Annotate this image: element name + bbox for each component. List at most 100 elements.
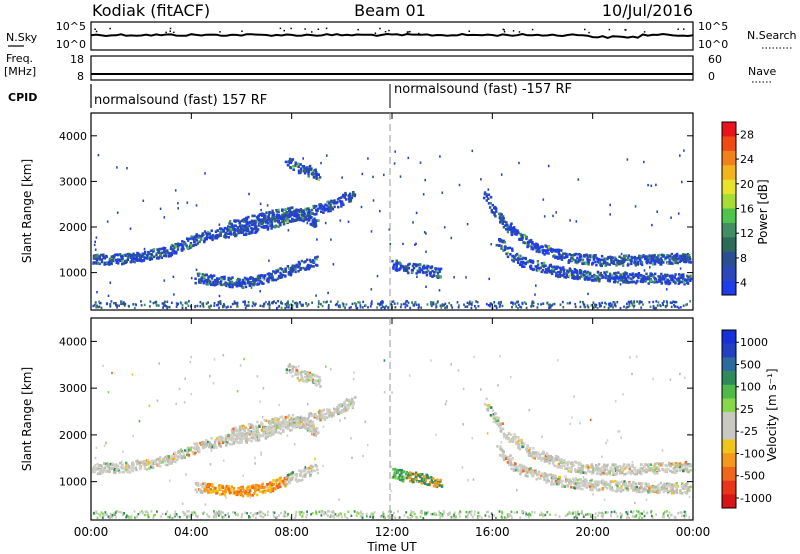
data-cell bbox=[139, 259, 142, 263]
data-cell bbox=[167, 455, 170, 458]
data-cell bbox=[181, 244, 184, 248]
clutter-cell bbox=[284, 306, 287, 310]
clutter-cell bbox=[120, 300, 123, 303]
data-cell bbox=[515, 233, 518, 236]
data-cell bbox=[288, 363, 291, 366]
data-cell bbox=[302, 370, 305, 374]
data-cell bbox=[230, 281, 233, 284]
data-cell bbox=[311, 414, 315, 418]
data-cell bbox=[535, 452, 539, 455]
data-cell bbox=[209, 282, 212, 285]
data-cell bbox=[129, 254, 132, 257]
clutter-cell bbox=[286, 301, 288, 305]
clutter-cell bbox=[531, 302, 533, 305]
clutter-cell bbox=[665, 300, 668, 303]
data-cell bbox=[432, 484, 436, 488]
data-cell bbox=[112, 256, 116, 259]
data-cell bbox=[666, 278, 669, 282]
clutter-cell bbox=[614, 305, 617, 308]
data-cell bbox=[131, 461, 134, 465]
data-cell bbox=[316, 255, 319, 259]
data-cell bbox=[230, 429, 234, 433]
data-cell bbox=[243, 220, 246, 223]
data-cell bbox=[287, 163, 290, 167]
clutter-cell bbox=[652, 304, 655, 308]
clutter-cell bbox=[655, 300, 658, 303]
data-cell bbox=[280, 481, 283, 484]
data-cell bbox=[602, 471, 605, 475]
clutter-cell bbox=[430, 303, 432, 306]
data-cell bbox=[298, 262, 301, 266]
clutter-cell bbox=[277, 300, 279, 303]
data-cell bbox=[258, 224, 261, 227]
clutter-cell bbox=[493, 301, 496, 304]
data-cell bbox=[623, 473, 626, 476]
data-cell bbox=[336, 410, 339, 413]
data-cell bbox=[274, 487, 277, 491]
data-cell bbox=[619, 275, 622, 278]
data-cell bbox=[434, 483, 437, 486]
data-cell bbox=[276, 209, 279, 212]
data-cell bbox=[295, 214, 298, 218]
data-cell bbox=[285, 368, 289, 371]
nsearch-tick-bottom: 10^0 bbox=[698, 38, 728, 51]
data-cell bbox=[425, 266, 428, 270]
data-cell bbox=[318, 207, 321, 210]
data-cell bbox=[195, 239, 198, 242]
data-cell bbox=[436, 271, 440, 275]
data-cell bbox=[303, 426, 307, 430]
data-cell bbox=[563, 252, 567, 255]
data-cell bbox=[661, 276, 664, 280]
data-cell bbox=[252, 227, 256, 231]
data-cell bbox=[458, 183, 461, 187]
data-cell bbox=[312, 224, 316, 227]
nsky-dot bbox=[304, 28, 306, 30]
data-cell bbox=[585, 275, 588, 279]
data-cell bbox=[279, 485, 282, 489]
data-cell bbox=[326, 154, 328, 157]
nave-label: Nave bbox=[748, 65, 776, 78]
data-cell bbox=[255, 436, 259, 439]
data-cell bbox=[648, 467, 652, 471]
data-cell bbox=[550, 459, 554, 462]
data-cell bbox=[498, 244, 501, 247]
data-cell bbox=[172, 248, 175, 251]
clutter-cell bbox=[517, 300, 519, 303]
data-cell bbox=[272, 433, 275, 436]
data-cell bbox=[96, 253, 99, 257]
data-cell bbox=[640, 263, 644, 267]
data-cell bbox=[306, 258, 309, 262]
data-cell bbox=[125, 468, 128, 472]
data-cell bbox=[570, 462, 573, 465]
data-cell bbox=[634, 274, 637, 277]
data-cell bbox=[580, 275, 583, 278]
data-cell bbox=[179, 448, 182, 451]
data-cell bbox=[244, 228, 247, 232]
data-cell bbox=[547, 454, 550, 458]
data-cell bbox=[646, 258, 649, 262]
data-cell bbox=[490, 243, 492, 246]
data-cell bbox=[170, 454, 173, 458]
data-cell bbox=[625, 466, 628, 469]
data-cell bbox=[269, 224, 272, 227]
data-cell bbox=[279, 267, 282, 270]
data-cell bbox=[264, 214, 267, 217]
data-cell bbox=[507, 431, 511, 435]
data-cell bbox=[432, 481, 435, 484]
data-cell bbox=[231, 431, 234, 435]
data-cell bbox=[202, 443, 205, 446]
data-cell bbox=[182, 247, 185, 251]
data-cell bbox=[589, 255, 592, 259]
data-cell bbox=[338, 197, 341, 200]
data-cell bbox=[138, 462, 142, 465]
data-cell bbox=[241, 490, 244, 494]
data-cell bbox=[303, 424, 306, 428]
data-cell bbox=[303, 171, 307, 175]
data-cell bbox=[687, 277, 690, 280]
data-cell bbox=[104, 466, 107, 469]
data-cell bbox=[117, 469, 121, 472]
data-cell bbox=[238, 221, 241, 225]
clutter-cell bbox=[217, 300, 220, 304]
clutter-cell bbox=[317, 300, 320, 303]
data-cell bbox=[670, 216, 672, 219]
